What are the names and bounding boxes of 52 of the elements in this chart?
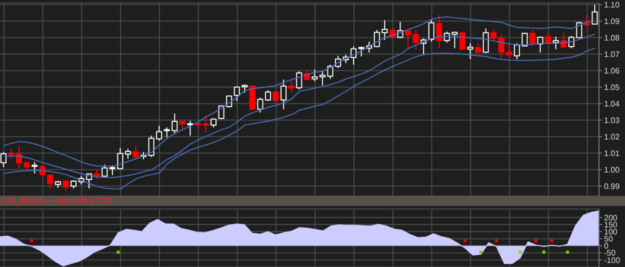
y-tick-label: 1.02 xyxy=(604,132,620,142)
y-tick-label: 1.09 xyxy=(604,16,620,26)
y-tick-label: -100 xyxy=(604,256,621,265)
y-tick-label: 0 xyxy=(604,242,609,251)
y-tick-label: 1.05 xyxy=(604,82,620,92)
candlestick xyxy=(592,4,598,25)
candlestick xyxy=(179,120,186,132)
candlestick xyxy=(132,145,139,160)
y-tick-label: 1.00 xyxy=(604,165,620,174)
candlestick xyxy=(490,28,497,40)
y-tick-label: 100 xyxy=(604,227,618,236)
candlestick xyxy=(62,180,69,192)
candlestick xyxy=(257,97,264,114)
y-tick-label: 1.06 xyxy=(604,66,620,76)
candlestick xyxy=(94,168,100,180)
chart-title: CCI_BB(18) — last=246.27733 xyxy=(0,196,625,206)
candlestick xyxy=(32,162,38,174)
candlestick xyxy=(187,120,194,136)
candlestick xyxy=(249,84,256,110)
y-tick-label: 0.99 xyxy=(604,182,620,191)
y-tick-label: 1.10 xyxy=(604,0,620,10)
y-tick-label: 1.01 xyxy=(604,148,620,158)
candlestick xyxy=(545,32,552,46)
y-tick-label: 150 xyxy=(604,220,618,230)
candlestick xyxy=(124,148,131,160)
y-tick-label: 1.08 xyxy=(604,33,620,42)
candlestick xyxy=(475,42,482,53)
candlestick xyxy=(312,69,318,82)
candlestick xyxy=(405,30,412,48)
y-tick-label: 50 xyxy=(604,234,614,244)
candlestick xyxy=(584,14,590,26)
candlestick xyxy=(288,79,294,93)
candlestick xyxy=(529,30,536,46)
y-tick-label: 1.07 xyxy=(604,50,620,59)
candlestick xyxy=(272,90,279,104)
candlestick xyxy=(459,32,466,50)
y-tick-label: 1.04 xyxy=(604,99,620,108)
candlestick xyxy=(467,42,474,60)
candlestick xyxy=(436,14,442,49)
y-tick-label: -50 xyxy=(604,248,616,258)
y-tick-label: 1.03 xyxy=(604,116,620,125)
candlestick xyxy=(412,30,419,50)
candlestick xyxy=(202,115,209,134)
candlestick xyxy=(296,70,302,90)
candlestick xyxy=(552,36,559,50)
candlestick xyxy=(102,164,108,178)
candlestick xyxy=(482,28,489,54)
candlestick xyxy=(428,20,434,42)
y-tick-label: 200 xyxy=(604,213,618,222)
candlestick xyxy=(280,79,287,110)
candlestick xyxy=(397,21,404,39)
candlestick xyxy=(264,90,271,102)
